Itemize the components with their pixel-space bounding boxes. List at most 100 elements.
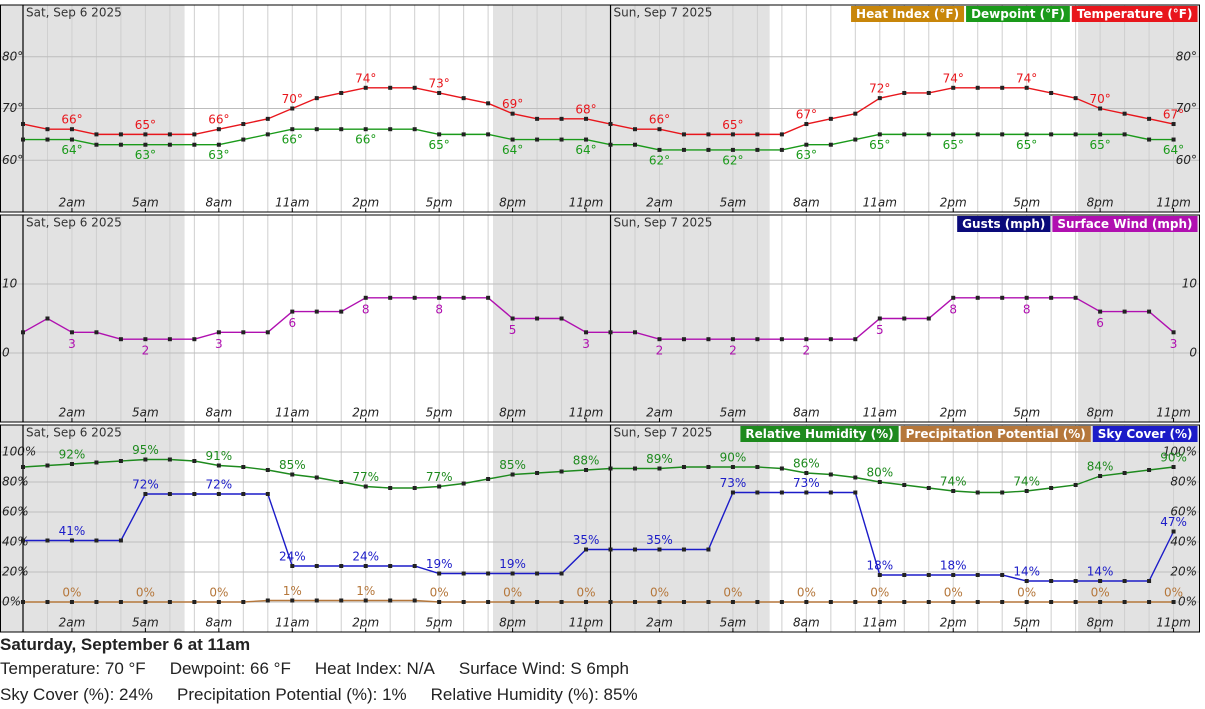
data-label: 0% [1164,586,1183,600]
x-tick-label: 2am [59,406,86,420]
data-point [1122,309,1127,314]
x-tick-label: 8pm [499,406,526,420]
data-point [975,295,980,300]
data-point [118,538,123,543]
data-point [339,480,344,484]
x-tick-label: 2pm [940,616,967,630]
data-point [779,337,784,342]
data-point [143,142,148,147]
data-point [877,573,882,577]
x-tick-label: 5am [720,406,747,420]
day-label: Sun, Sep 7 2025 [614,6,713,20]
data-point [118,142,123,147]
data-label: 65° [869,138,890,152]
data-point [339,90,344,95]
data-label: 3 [215,337,223,351]
data-label: 0% [650,586,669,600]
legend-label: Temperature (°F) [1077,7,1193,21]
data-point [363,564,368,568]
data-point [69,462,74,466]
data-label: 86% [793,457,820,471]
data-point [1073,579,1078,583]
y-tick-label: 70° [2,101,23,115]
x-tick-label: 8am [205,616,232,630]
data-point [510,137,515,142]
data-point [804,600,809,604]
data-point [1147,600,1152,604]
data-label: 72% [206,478,233,492]
data-point [167,600,172,604]
data-point [412,295,417,300]
data-label: 70° [1089,92,1110,106]
y-tick-label: 80% [2,475,29,489]
data-point [828,472,833,477]
data-point [804,490,809,495]
x-tick-label: 11pm [1156,616,1191,630]
data-point [779,466,784,471]
data-point [45,316,50,321]
data-point [1171,529,1176,534]
data-label: 8 [362,302,370,316]
data-point [290,309,295,314]
data-point [828,142,833,147]
y-tick-label: 0% [2,595,21,609]
x-tick-label: 11am [275,406,309,420]
data-label: 74% [1013,475,1040,489]
data-point [730,600,735,604]
x-tick-label: 2pm [940,196,967,210]
data-point [1147,468,1152,472]
x-tick-label: 5pm [426,406,453,420]
y-tick-label: 80° [2,49,23,63]
data-point [363,598,368,603]
data-point [804,142,809,147]
data-label: 2 [142,344,150,358]
data-point [1073,132,1078,137]
data-label: 24% [352,550,379,564]
data-label: 14% [1013,565,1040,579]
data-point [902,316,907,321]
data-point [706,337,711,342]
data-point [902,483,907,487]
data-point [828,116,833,121]
data-point [730,147,735,152]
data-label: 73% [720,476,747,490]
legend-label: Precipitation Potential (%) [906,427,1086,441]
data-point [486,477,491,481]
data-point [339,309,344,314]
legend-label: Gusts (mph) [962,217,1045,231]
data-point [1049,295,1054,300]
day-label: Sat, Sep 6 2025 [26,426,122,440]
data-point [730,465,735,469]
data-point [167,142,172,147]
panel: 0% 0%20% 20%40% 40%60% 60%80% 80%100% 100%Sat,… [0,424,1200,633]
data-point [1073,483,1078,487]
data-point [314,564,319,568]
night-shade [0,215,185,422]
y-tick-label-right: 80% [1170,475,1197,489]
data-label: 69° [502,97,523,111]
data-point [339,598,344,603]
data-point [657,127,662,132]
data-point [461,600,466,604]
x-tick-label: 2am [59,616,86,630]
data-label: 85% [279,458,306,472]
series-line [22,458,1174,494]
data-point [118,459,123,463]
data-label: 3 [1170,337,1178,351]
data-label: 0% [62,586,81,600]
data-point [877,96,882,101]
data-point [755,147,760,152]
details-item: Dewpoint: 66 °F [169,659,291,678]
data-label: 24% [279,550,306,564]
data-label: 35% [646,533,673,547]
data-point [314,127,319,132]
day-label: Sat, Sep 6 2025 [26,6,122,20]
data-label: 74° [1016,71,1037,85]
day-label: Sun, Sep 7 2025 [614,216,713,230]
data-point [265,468,270,472]
data-point [94,460,99,465]
data-label: 90% [1160,451,1187,465]
data-label: 64° [1163,143,1184,157]
data-point [1122,111,1127,116]
